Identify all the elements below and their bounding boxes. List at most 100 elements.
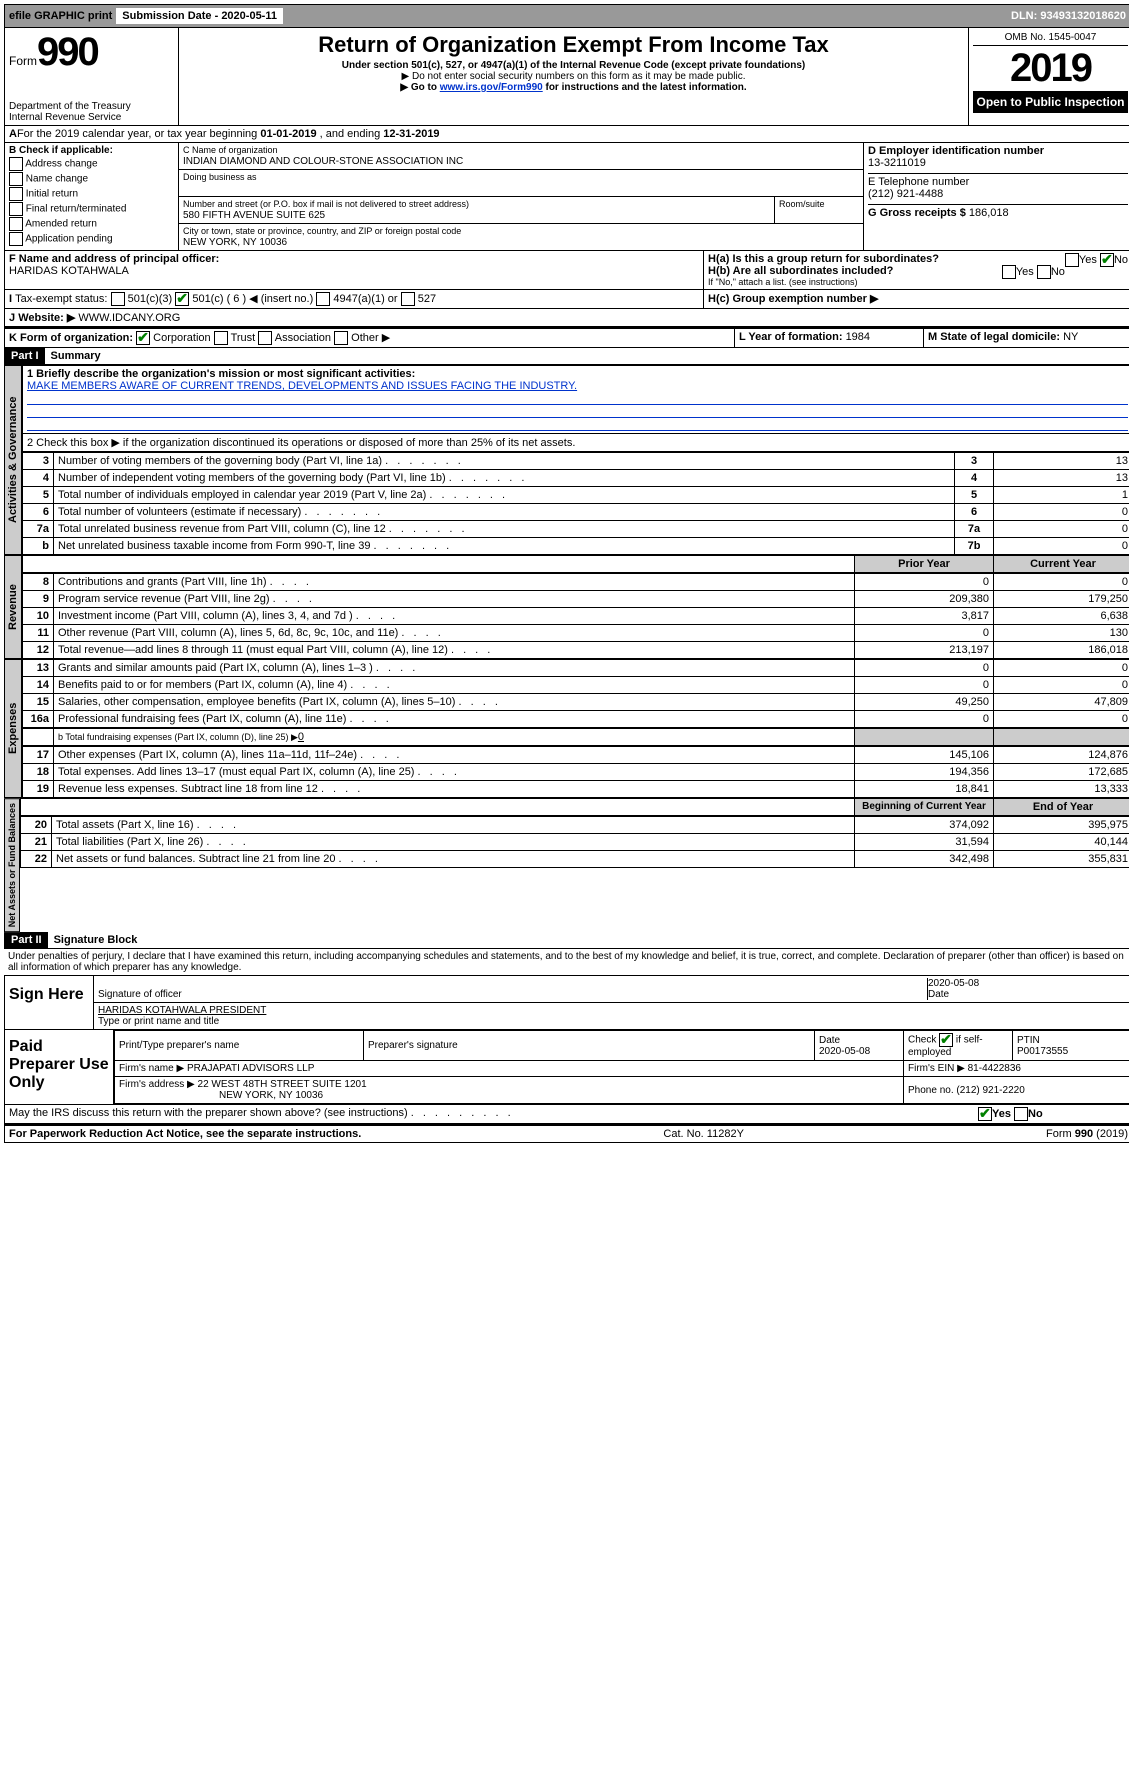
name-change-checkbox[interactable] — [9, 172, 23, 186]
self-emp-check-label: Check — [908, 1035, 936, 1046]
ha-no-checkbox[interactable] — [1100, 253, 1114, 267]
l-value: 1984 — [846, 331, 870, 343]
line-desc: Total liabilities (Part X, line 26) . . … — [52, 834, 855, 851]
paid-preparer-label: Paid Preparer Use Only — [5, 1030, 114, 1104]
firm-name: PRAJAPATI ADVISORS LLP — [187, 1063, 314, 1074]
line-desc: Salaries, other compensation, employee b… — [54, 694, 855, 711]
4947-checkbox[interactable] — [316, 292, 330, 306]
firm-phone: (212) 921-2220 — [956, 1085, 1024, 1096]
part1-badge: Part I — [5, 348, 45, 364]
omb-number: OMB No. 1545-0047 — [973, 30, 1128, 46]
501c3-checkbox[interactable] — [111, 292, 125, 306]
instructions-link[interactable]: www.irs.gov/Form990 — [440, 82, 543, 93]
other-checkbox[interactable] — [334, 331, 348, 345]
ha-yes-checkbox[interactable] — [1065, 253, 1079, 267]
suite-label: Room/suite — [779, 199, 825, 209]
corp-checkbox[interactable] — [136, 331, 150, 345]
prior-year-header: Prior Year — [855, 556, 994, 573]
4947-label: 4947(a)(1) or — [333, 293, 397, 305]
assoc-checkbox[interactable] — [258, 331, 272, 345]
cat-number: Cat. No. 11282Y — [663, 1128, 744, 1140]
line-key: 5 — [955, 487, 994, 504]
prior-value: 374,092 — [855, 817, 994, 834]
prior-value: 0 — [855, 677, 994, 694]
side-label-governance: Activities & Governance — [4, 365, 22, 555]
subtitle-2: ▶ Do not enter social security numbers o… — [185, 71, 962, 82]
dba-label: Doing business as — [183, 172, 257, 182]
goto-suffix: for instructions and the latest informat… — [543, 82, 747, 93]
title-cell: Return of Organization Exempt From Incom… — [179, 28, 969, 125]
501c-checkbox[interactable] — [175, 292, 189, 306]
app-pending-checkbox[interactable] — [9, 232, 23, 246]
hb-yes-checkbox[interactable] — [1002, 265, 1016, 279]
subtitle-3: ▶ Go to www.irs.gov/Form990 for instruct… — [185, 82, 962, 93]
addr-change-checkbox[interactable] — [9, 157, 23, 171]
prior-value: 145,106 — [855, 747, 994, 764]
line-desc: Professional fundraising fees (Part IX, … — [54, 711, 855, 728]
line-no: 15 — [23, 694, 54, 711]
section-d-e-g: D Employer identification number13-32110… — [864, 143, 1129, 250]
line-no: 3 — [23, 453, 54, 470]
527-checkbox[interactable] — [401, 292, 415, 306]
501c3-label: 501(c)(3) — [128, 293, 173, 305]
line-desc: Grants and similar amounts paid (Part IX… — [54, 660, 855, 677]
line-no: 13 — [23, 660, 54, 677]
city-label: City or town, state or province, country… — [183, 226, 461, 236]
line-no: 18 — [23, 764, 54, 781]
street-value: 580 FIFTH AVENUE SUITE 625 — [183, 210, 325, 221]
h-a-label: H(a) Is this a group return for subordin… — [708, 253, 939, 265]
line-no: 21 — [21, 834, 52, 851]
website-value: WWW.IDCANY.ORG — [78, 312, 180, 324]
trust-label: Trust — [231, 332, 256, 344]
current-value: 0 — [994, 574, 1129, 591]
current-value: 124,876 — [994, 747, 1129, 764]
part1-title: Summary — [45, 348, 107, 364]
current-value: 186,018 — [994, 642, 1129, 659]
self-employed-checkbox[interactable] — [939, 1033, 953, 1047]
line-desc: Number of independent voting members of … — [54, 470, 955, 487]
prior-value: 194,356 — [855, 764, 994, 781]
period-end: 12-31-2019 — [383, 128, 439, 140]
line-no: b — [23, 538, 54, 555]
discuss-row: May the IRS discuss this return with the… — [4, 1105, 1129, 1124]
mission-label: 1 Briefly describe the organization's mi… — [27, 368, 415, 380]
amended-return-checkbox[interactable] — [9, 217, 23, 231]
governance-rows: 3Number of voting members of the governi… — [22, 452, 1129, 555]
prior-value: 49,250 — [855, 694, 994, 711]
prep-sig-label: Preparer's signature — [368, 1040, 458, 1051]
discuss-no-checkbox[interactable] — [1014, 1107, 1028, 1121]
org-name-label: C Name of organization — [183, 145, 278, 155]
org-name: INDIAN DIAMOND AND COLOUR-STONE ASSOCIAT… — [183, 156, 463, 167]
initial-return-checkbox[interactable] — [9, 187, 23, 201]
top-toolbar: efile GRAPHIC print Submission Date - 20… — [4, 4, 1129, 28]
net-assets-rows: 20Total assets (Part X, line 16) . . . .… — [20, 816, 1129, 868]
discuss-no-label: No — [1028, 1108, 1043, 1120]
hb-no-checkbox[interactable] — [1037, 265, 1051, 279]
sig-name-label: Type or print name and title — [98, 1016, 219, 1027]
final-return-checkbox[interactable] — [9, 202, 23, 216]
l16b-label: b Total fundraising expenses (Part IX, c… — [58, 732, 298, 742]
line-2-text: 2 Check this box ▶ if the organization d… — [27, 437, 575, 449]
end-year-header: End of Year — [994, 799, 1129, 816]
discuss-yes-checkbox[interactable] — [978, 1107, 992, 1121]
ha-no-label: No — [1114, 254, 1128, 266]
trust-checkbox[interactable] — [214, 331, 228, 345]
form-number: 990 — [37, 30, 98, 74]
line-no: 9 — [23, 591, 54, 608]
line-desc: Total unrelated business revenue from Pa… — [54, 521, 955, 538]
l-label: L Year of formation: — [739, 331, 846, 343]
m-value: NY — [1063, 331, 1078, 343]
k-label: K Form of organization: — [9, 332, 133, 344]
l16b-value: 0 — [298, 731, 304, 743]
side-label-net-assets: Net Assets or Fund Balances — [4, 798, 20, 932]
officer-label: F Name and address of principal officer: — [9, 253, 219, 265]
firm-addr-2: NEW YORK, NY 10036 — [219, 1090, 323, 1101]
line-no: 17 — [23, 747, 54, 764]
line-desc: Total number of volunteers (estimate if … — [54, 504, 955, 521]
side-label-expenses: Expenses — [4, 659, 22, 798]
firm-addr-1: 22 WEST 48TH STREET SUITE 1201 — [198, 1079, 367, 1090]
name-change-label: Name change — [26, 174, 88, 185]
begin-year-header: Beginning of Current Year — [855, 799, 994, 816]
final-return-label: Final return/terminated — [26, 204, 127, 215]
period-text-a: For the 2019 calendar year, or tax year … — [17, 128, 260, 140]
